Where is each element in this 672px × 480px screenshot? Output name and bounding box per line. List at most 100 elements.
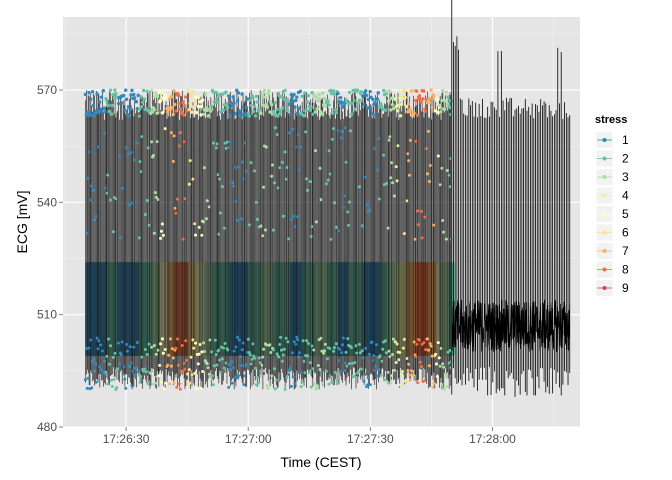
ecg-point bbox=[366, 383, 370, 387]
ecg-point bbox=[107, 109, 112, 114]
ecg-point bbox=[391, 181, 395, 185]
ecg-point bbox=[112, 96, 116, 100]
ecg-point bbox=[251, 95, 255, 100]
ecg-point bbox=[312, 93, 317, 97]
ecg-point bbox=[419, 209, 423, 213]
ecg-point bbox=[128, 345, 132, 349]
ecg-point bbox=[385, 89, 389, 94]
ecg-point bbox=[432, 223, 436, 227]
ecg-point bbox=[161, 233, 165, 237]
ecg-point bbox=[167, 353, 171, 357]
ecg-point bbox=[389, 108, 393, 112]
ecg-point bbox=[156, 197, 160, 201]
ecg-point bbox=[114, 197, 118, 201]
ecg-point bbox=[405, 357, 409, 361]
ecg-point bbox=[217, 348, 221, 352]
ecg-point bbox=[319, 198, 323, 202]
ecg-point bbox=[348, 362, 352, 366]
ecg-point bbox=[130, 384, 134, 388]
ecg-point bbox=[318, 96, 322, 101]
ecg-point bbox=[236, 91, 241, 95]
ecg-point bbox=[167, 97, 172, 101]
ecg-point bbox=[152, 231, 156, 235]
ecg-point bbox=[88, 110, 92, 115]
ecg-point bbox=[290, 351, 294, 355]
ecg-point bbox=[438, 364, 442, 368]
ecg-point bbox=[126, 105, 131, 109]
x-tick-label: 17:27:30 bbox=[347, 432, 394, 446]
ecg-point bbox=[265, 384, 269, 388]
ecg-point bbox=[108, 344, 112, 348]
ecg-point bbox=[343, 361, 347, 365]
ecg-point bbox=[218, 109, 223, 114]
ecg-point bbox=[288, 368, 292, 372]
ecg-point bbox=[217, 232, 221, 236]
ecg-point bbox=[220, 185, 224, 189]
ecg-point bbox=[260, 91, 264, 95]
ecg-point bbox=[361, 225, 365, 229]
ecg-point bbox=[130, 88, 134, 93]
ecg-point bbox=[94, 380, 98, 384]
ecg-point bbox=[341, 205, 345, 209]
ecg-point bbox=[163, 127, 167, 131]
ecg-point bbox=[389, 176, 393, 180]
ecg-point bbox=[208, 338, 212, 342]
ecg-point bbox=[327, 149, 331, 153]
ecg-point bbox=[169, 131, 173, 135]
ecg-point bbox=[231, 366, 235, 370]
ecg-point bbox=[414, 98, 418, 103]
ecg-point bbox=[323, 349, 327, 353]
ecg-point bbox=[420, 236, 424, 240]
ecg-point bbox=[134, 100, 139, 104]
ecg-point bbox=[136, 370, 140, 374]
ecg-point bbox=[114, 91, 118, 96]
ecg-point bbox=[347, 223, 351, 227]
legend-key-point bbox=[602, 249, 607, 253]
ecg-point bbox=[191, 89, 195, 94]
ecg-point bbox=[212, 364, 216, 368]
ecg-point bbox=[228, 140, 232, 144]
ecg-point bbox=[261, 104, 266, 108]
ecg-point bbox=[191, 338, 195, 342]
ecg-point bbox=[394, 360, 398, 364]
ecg-point bbox=[361, 356, 365, 360]
ecg-point bbox=[160, 111, 165, 115]
ecg-point bbox=[406, 368, 410, 372]
ecg-point bbox=[247, 114, 251, 118]
ecg-point bbox=[311, 112, 315, 116]
ecg-point bbox=[169, 364, 173, 368]
ecg-point bbox=[139, 375, 143, 379]
ecg-point bbox=[295, 95, 299, 99]
ecg-point bbox=[395, 103, 399, 108]
ecg-point bbox=[120, 340, 124, 344]
ecg-point bbox=[440, 382, 444, 386]
ecg-point bbox=[89, 97, 93, 101]
ecg-point bbox=[373, 101, 378, 105]
ecg-point bbox=[111, 230, 115, 234]
ecg-point bbox=[413, 237, 417, 241]
ecg-point bbox=[125, 349, 129, 353]
ecg-point bbox=[308, 361, 312, 365]
ecg-point bbox=[214, 146, 218, 150]
ecg-point bbox=[135, 106, 140, 111]
ecg-point bbox=[98, 365, 102, 369]
ecg-point bbox=[416, 209, 420, 213]
ecg-point bbox=[163, 92, 167, 97]
ecg-point bbox=[414, 139, 418, 143]
ecg-black-spikes bbox=[451, 0, 571, 397]
ecg-point bbox=[231, 184, 235, 188]
ecg-point bbox=[150, 140, 154, 144]
ecg-point bbox=[386, 370, 390, 374]
ecg-point bbox=[310, 344, 314, 348]
ecg-point bbox=[216, 100, 220, 105]
ecg-point bbox=[418, 360, 422, 364]
ecg-point bbox=[414, 355, 418, 359]
ecg-point bbox=[138, 160, 142, 164]
ecg-point bbox=[173, 206, 177, 210]
ecg-point bbox=[357, 185, 361, 189]
ecg-point bbox=[448, 348, 452, 352]
ecg-point bbox=[100, 368, 104, 372]
ecg-point bbox=[96, 108, 100, 112]
ecg-point bbox=[409, 89, 414, 93]
ecg-point bbox=[299, 385, 303, 389]
